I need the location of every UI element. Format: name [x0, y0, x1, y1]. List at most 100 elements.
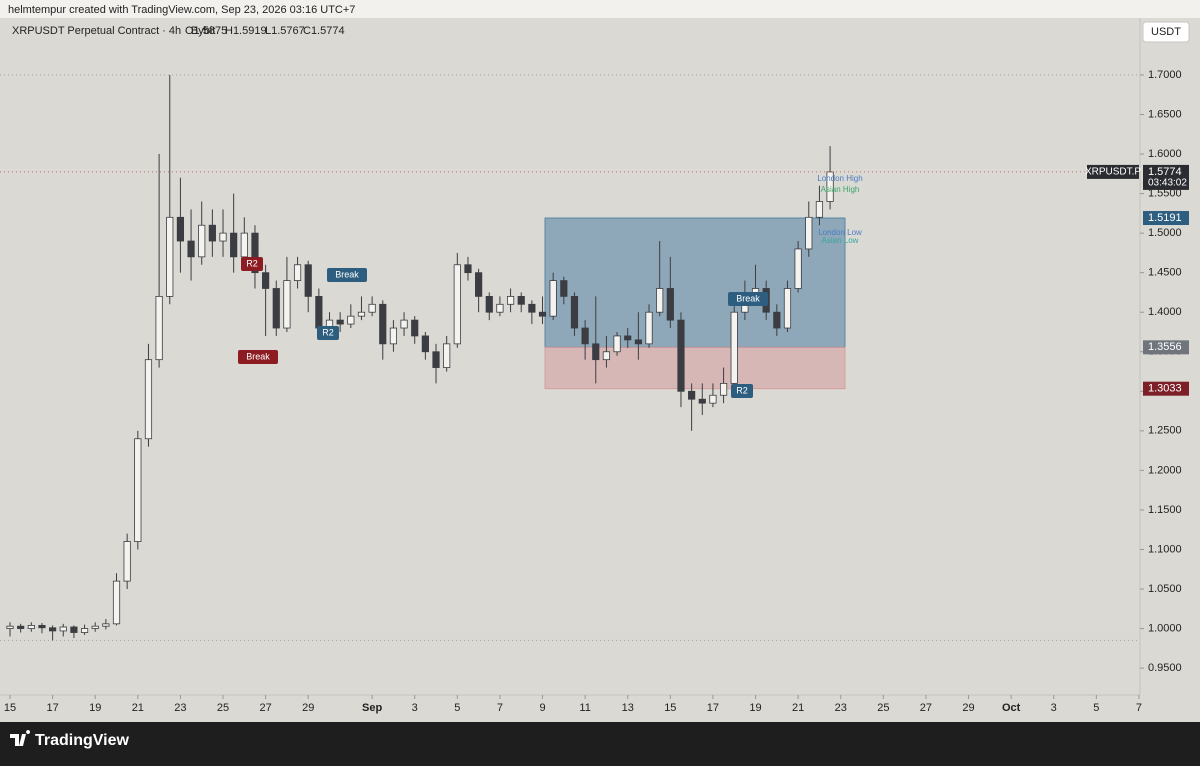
candle-body: [155, 295, 163, 361]
candle-body: [80, 628, 89, 633]
y-tick-label: 0.9500: [1148, 662, 1182, 674]
footer-bar: [0, 722, 1200, 761]
candle-body: [613, 335, 621, 353]
candle-body: [560, 280, 568, 297]
candle-body: [240, 232, 248, 258]
candle-body: [698, 398, 706, 404]
candle-body: [624, 335, 632, 341]
candle-body: [432, 351, 440, 368]
zone: [544, 346, 846, 390]
y-tick-label: 1.6500: [1148, 108, 1182, 120]
candle-body: [70, 626, 78, 633]
symbol-tag-text: XRPUSDT.P: [1085, 167, 1141, 178]
x-tick-label: 21: [792, 702, 804, 714]
candle-body: [773, 311, 781, 329]
candle-body: [134, 438, 142, 542]
x-tick-label: 13: [622, 702, 634, 714]
candle-body: [645, 311, 653, 345]
candle-body: [794, 248, 802, 289]
x-tick-label: 17: [46, 702, 58, 714]
candle-body: [389, 327, 398, 345]
x-tick-label: 19: [89, 702, 101, 714]
countdown: 03:43:02: [1148, 178, 1187, 189]
level-tag-text: 1.5191: [1148, 212, 1182, 224]
candle-body: [219, 232, 227, 242]
session-label: Asian Low: [822, 236, 859, 245]
x-tick-label: 15: [664, 702, 676, 714]
candle-body: [144, 359, 153, 440]
x-tick-label: 29: [302, 702, 314, 714]
level-tag-text: 1.3556: [1148, 341, 1182, 353]
signal-badge: [327, 268, 367, 282]
y-tick-label: 1.0500: [1148, 583, 1182, 595]
candle-body: [688, 390, 696, 400]
candle-body: [262, 272, 270, 289]
x-tick-label: 11: [579, 702, 590, 714]
candle-body: [528, 303, 536, 313]
symbol-title: XRPUSDT Perpetual Contract · 4h · Bybit: [12, 25, 215, 37]
candle-body: [538, 311, 547, 317]
price-tag-text: 1.5774: [1148, 166, 1182, 178]
y-tick-label: 1.5000: [1148, 227, 1182, 239]
candle-body: [91, 625, 99, 629]
x-tick-label: Oct: [1002, 702, 1021, 714]
x-tick-label: 21: [132, 702, 144, 714]
brand-logo: [10, 730, 31, 746]
candle-body: [506, 295, 515, 305]
y-tick-label: 1.1500: [1148, 504, 1182, 516]
candle-body: [368, 303, 376, 313]
brand-name: TradingView: [35, 732, 130, 749]
candle-body: [805, 216, 813, 250]
candle-body: [677, 319, 685, 392]
candle-body: [709, 394, 717, 404]
x-tick-label: 19: [749, 702, 761, 714]
candle-body: [443, 343, 451, 368]
candle-body: [815, 201, 824, 218]
candle-body: [379, 303, 387, 345]
candle-body: [602, 351, 611, 361]
candle-body: [112, 580, 121, 625]
candle-body: [826, 171, 834, 202]
level-tag-text: 1.3033: [1148, 383, 1182, 395]
candle-body: [666, 288, 674, 321]
candle-body: [421, 335, 429, 353]
candle-body: [485, 295, 493, 313]
credit: helmtempur created with TradingView.com,…: [8, 4, 355, 16]
candle-body: [783, 288, 792, 329]
currency-label[interactable]: USDT: [1151, 26, 1181, 38]
candle-body: [730, 311, 738, 384]
candle-body: [251, 232, 259, 274]
signal-badge-text: R2: [246, 258, 258, 268]
candle-body: [17, 625, 25, 629]
ohlc-open: O1.5875: [185, 25, 227, 37]
signal-badge: [731, 384, 753, 398]
signal-badge: [241, 257, 263, 271]
candle-body: [570, 295, 579, 329]
y-tick-label: 1.7000: [1148, 69, 1182, 81]
signal-badge: [728, 292, 768, 306]
candle-body: [208, 224, 216, 242]
x-tick-label: 5: [454, 702, 460, 714]
header-bar: [0, 0, 1200, 18]
candle-body: [293, 264, 302, 281]
candle-body: [411, 319, 419, 337]
x-tick-label: 3: [1051, 702, 1057, 714]
candle-body: [123, 541, 131, 582]
candle-body: [59, 626, 67, 632]
candle-body: [176, 216, 185, 242]
candle-body: [347, 315, 355, 325]
signal-badge: [238, 350, 278, 364]
x-tick-label: 27: [259, 702, 271, 714]
price-tag: [1143, 164, 1189, 190]
level-tag: [1143, 211, 1189, 226]
candle-body: [549, 280, 557, 317]
currency-button[interactable]: [1142, 21, 1190, 43]
x-tick-label: 25: [217, 702, 229, 714]
x-tick-label: 7: [1136, 702, 1142, 714]
candle-body: [592, 343, 600, 361]
y-tick-label: 1.6000: [1148, 148, 1182, 160]
candle-body: [6, 625, 14, 629]
candle-body: [198, 224, 206, 258]
candle-body: [27, 625, 35, 629]
